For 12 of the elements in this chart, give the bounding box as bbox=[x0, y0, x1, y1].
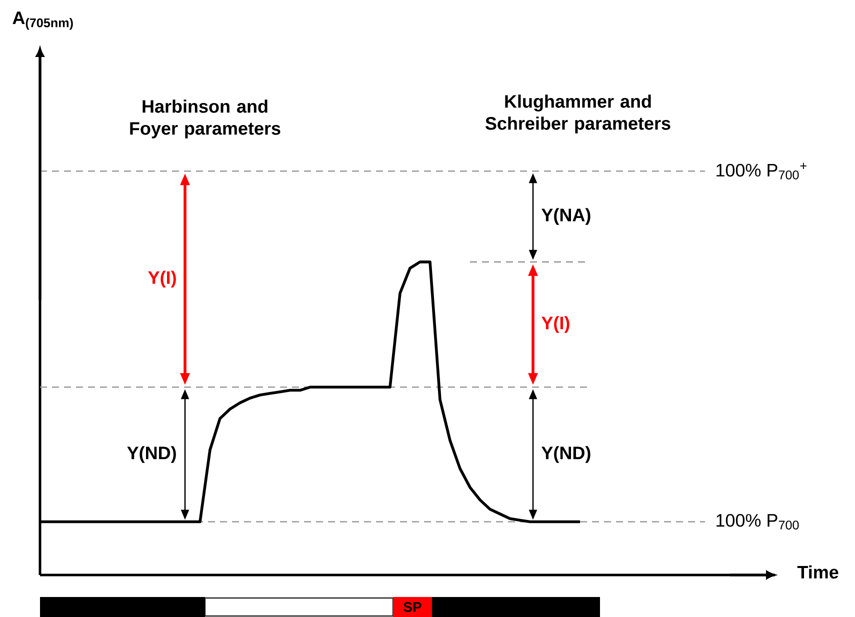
x-axis-title: Time bbox=[797, 565, 838, 579]
text: SP bbox=[404, 602, 422, 612]
annotation: Y(I) bbox=[148, 270, 176, 288]
text: Harbinson and Foyer parameters bbox=[130, 100, 280, 138]
ref-line-label: 100% P$_{700}$ bbox=[716, 514, 799, 530]
text: Klughammer and Schreiber parameters bbox=[485, 94, 670, 134]
annotation: Y(I) bbox=[542, 316, 570, 333]
text: A$_{(705nm)}$ bbox=[12, 12, 73, 30]
annotation: Y(ND) bbox=[542, 446, 590, 463]
annotation: Y(ND) bbox=[127, 446, 176, 463]
text: Y(NA) bbox=[542, 208, 590, 225]
ref-line-label: 100% P$_{700}$+ bbox=[716, 162, 806, 180]
